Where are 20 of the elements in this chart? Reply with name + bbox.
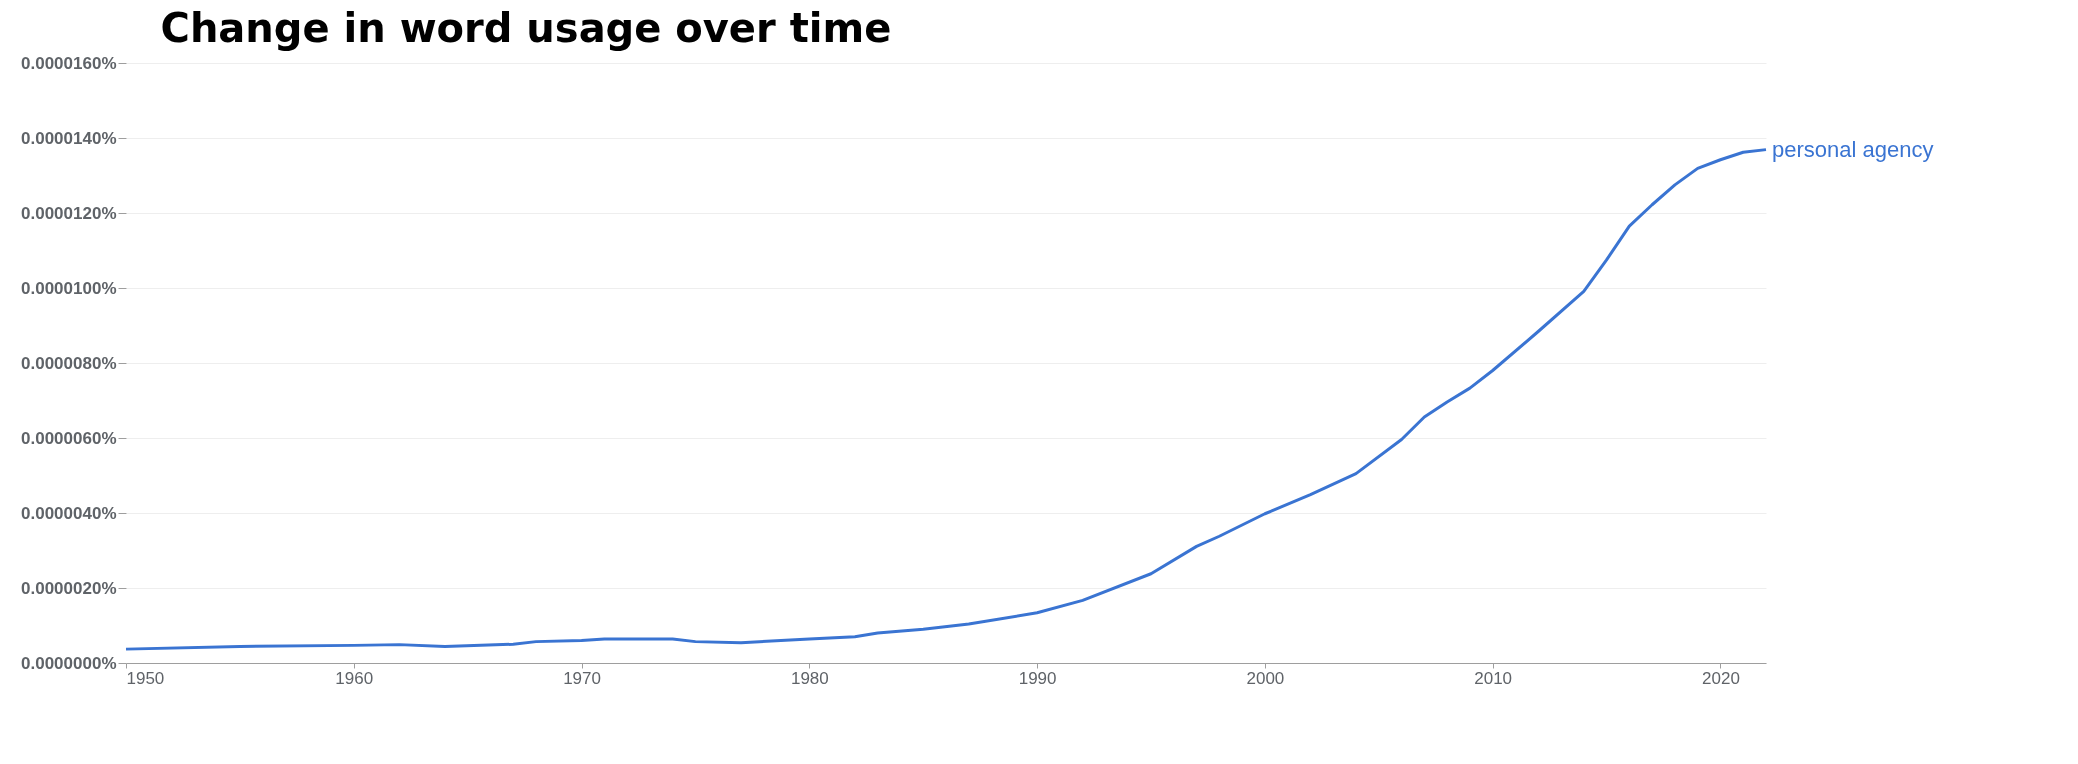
y-tick-label: 0.0000080%	[21, 353, 117, 373]
x-tick-label: 1960	[335, 668, 374, 688]
x-tick-label: 1990	[1018, 668, 1057, 688]
x-tick-label: 2020	[1702, 668, 1740, 688]
y-tick-label: 0.0000160%	[21, 53, 117, 73]
x-tick-label: 2000	[1246, 668, 1285, 688]
y-tick-label: 0.0000000%	[21, 653, 117, 673]
y-tick-label: 0.0000100%	[21, 278, 117, 298]
y-tick-label: 0.0000060%	[21, 428, 117, 448]
series-label: personal agency	[1772, 136, 1934, 162]
x-tick-label: 1970	[563, 668, 601, 688]
y-tick-label: 0.0000040%	[21, 503, 117, 523]
line-series	[124, 148, 1768, 651]
y-tick-label: 0.0000120%	[21, 203, 117, 223]
y-tick-label: 0.0000140%	[21, 128, 117, 148]
chart-title: Change in word usage over time	[160, 5, 892, 51]
x-tick-label: 1980	[790, 668, 829, 688]
x-tick-label: 2010	[1474, 668, 1513, 688]
x-tick-label: 1950	[126, 668, 165, 688]
y-tick-label: 0.0000020%	[21, 578, 117, 598]
